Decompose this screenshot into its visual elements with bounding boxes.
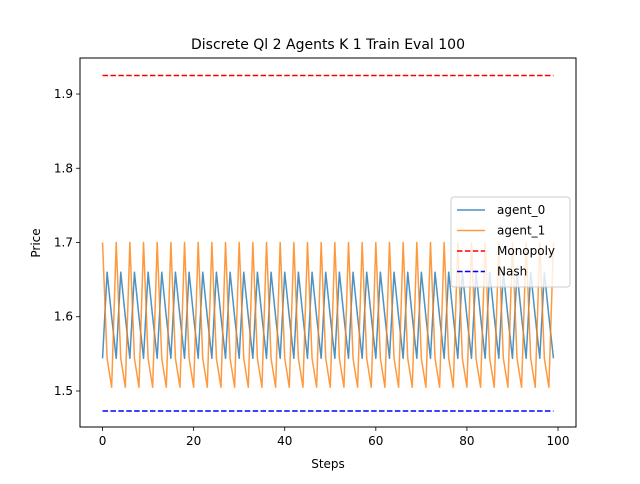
y-tick-label: 1.9 [54,87,73,101]
y-tick-label: 1.8 [54,161,73,175]
x-tick-label: 60 [368,434,383,448]
x-tick-label: 0 [99,434,107,448]
legend-label: Nash [497,265,527,279]
x-tick-label: 100 [547,434,570,448]
x-axis-label: Steps [311,457,345,471]
legend-label: agent_0 [497,203,545,217]
x-tick-label: 20 [186,434,201,448]
legend: agent_0 agent_1 Monopoly Nash [450,196,571,288]
series-line-agent-1 [101,241,555,389]
y-tick-label: 1.7 [54,236,73,250]
y-axis-label: Price [29,228,43,257]
plot-area [101,74,555,412]
chart-title: Discrete Ql 2 Agents K 1 Train Eval 100 [191,37,465,53]
series-line-agent-0 [101,271,555,360]
y-tick-label: 1.6 [54,310,73,324]
axis-ticks: 0 20 40 60 80 100 1.5 1.6 1.7 1.8 1.9 [54,87,570,448]
x-tick-label: 40 [277,434,292,448]
x-tick-label: 80 [459,434,474,448]
legend-label: Monopoly [497,244,555,258]
legend-box [450,196,571,288]
legend-label: agent_1 [497,224,545,238]
y-tick-label: 1.5 [54,384,73,398]
